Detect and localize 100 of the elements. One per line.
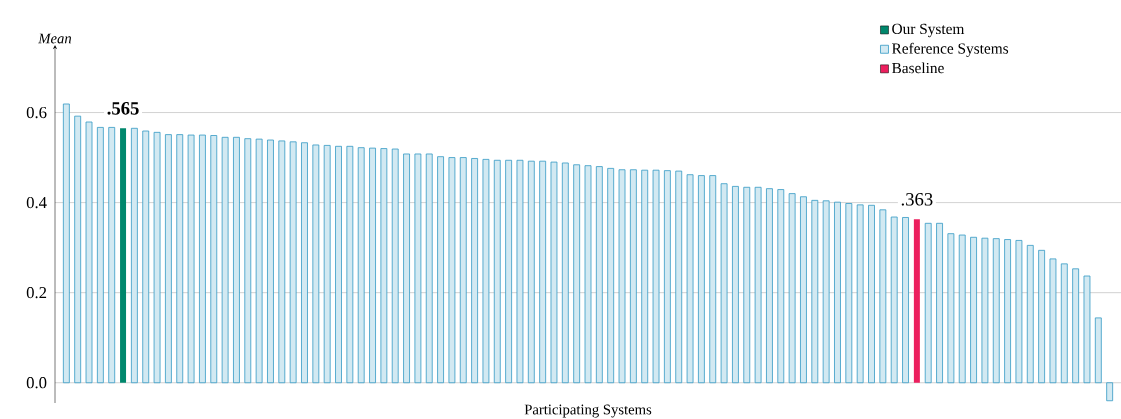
bar: [834, 201, 841, 384]
y-tick-label: 0.6: [26, 106, 47, 119]
legend-label: Reference Systems: [892, 42, 1009, 57]
bar: [777, 189, 785, 384]
bar: [856, 204, 864, 384]
bar: [187, 134, 195, 384]
bar: [607, 167, 615, 384]
bar: [516, 159, 524, 384]
bar: [992, 238, 1000, 384]
bar: [800, 196, 807, 384]
bar: [403, 153, 410, 384]
bar: [346, 145, 354, 384]
data-label: .565: [107, 102, 139, 115]
bar: [822, 200, 830, 384]
bar: [641, 169, 649, 384]
bar: [924, 222, 932, 384]
bar: [527, 160, 535, 384]
bar: [913, 219, 920, 383]
bar: [766, 188, 773, 384]
bar: [652, 169, 660, 384]
bar: [505, 159, 513, 384]
bar: [312, 144, 320, 384]
bar: [221, 136, 229, 384]
bar: [323, 145, 331, 384]
bar: [573, 164, 581, 384]
bar: [335, 145, 342, 384]
bar: [958, 234, 966, 384]
bar: [244, 138, 252, 384]
bar: [811, 199, 819, 384]
bar: [539, 160, 547, 384]
bar: [176, 134, 184, 384]
bar: [448, 157, 456, 384]
bar: [845, 203, 853, 384]
bar: [981, 237, 989, 384]
bar: [357, 147, 365, 384]
bar: [425, 153, 433, 384]
bar: [437, 156, 444, 384]
bar: [1038, 249, 1046, 384]
y-axis-title: Mean: [38, 33, 72, 44]
bar: [788, 193, 796, 384]
bar: [1015, 240, 1023, 384]
bar: [936, 222, 943, 384]
bar: [1004, 239, 1011, 384]
bar: [255, 138, 263, 384]
bar: [1049, 258, 1057, 384]
legend-label: Baseline: [892, 62, 944, 74]
data-label: .363: [901, 193, 933, 206]
bar: [85, 121, 93, 384]
bar: [595, 166, 603, 384]
bar: [62, 103, 70, 384]
bar: [732, 186, 739, 384]
bar: [1083, 275, 1091, 384]
bar: [1072, 268, 1080, 384]
bar: [130, 127, 138, 384]
y-tick-label: 0.0: [26, 377, 47, 389]
bar: [754, 186, 762, 384]
bar: [879, 209, 887, 384]
bar: [970, 236, 977, 384]
bar: [142, 130, 150, 384]
bar: [947, 233, 955, 384]
bar: [720, 183, 728, 384]
bar: [709, 175, 717, 384]
bar: [199, 134, 206, 384]
x-axis-title: Participating Systems: [524, 404, 652, 418]
bar: [165, 134, 172, 384]
bar: [561, 162, 569, 384]
bar: [278, 140, 286, 384]
bar: [629, 169, 637, 384]
y-tick-label: 0.4: [26, 196, 47, 209]
bar: [210, 135, 218, 384]
bar: [618, 169, 626, 384]
bar: [686, 174, 694, 384]
bar: [550, 161, 558, 384]
bar: [1026, 244, 1034, 384]
bar: [301, 142, 308, 384]
bar: [890, 216, 898, 384]
bar: [74, 115, 82, 384]
bar: [267, 139, 274, 384]
bar: [663, 170, 671, 384]
bar: [482, 158, 490, 384]
bar: [391, 148, 399, 384]
bar: [868, 204, 875, 384]
y-tick-label: 0.2: [26, 287, 47, 299]
bar: [493, 159, 501, 384]
bar: [584, 165, 592, 384]
bar: [1106, 382, 1114, 402]
bar: [743, 186, 751, 384]
bar: [675, 170, 683, 384]
bar: [902, 217, 909, 384]
bar: [459, 157, 467, 384]
bar: [120, 128, 127, 383]
bar: [289, 141, 297, 384]
bar: [471, 158, 478, 384]
bar: [1094, 317, 1102, 384]
bar: [233, 136, 240, 384]
bar: [698, 175, 705, 384]
bar: [369, 147, 376, 384]
bar: [414, 153, 422, 384]
legend-label: Our System: [892, 23, 965, 38]
bar: [108, 127, 116, 384]
